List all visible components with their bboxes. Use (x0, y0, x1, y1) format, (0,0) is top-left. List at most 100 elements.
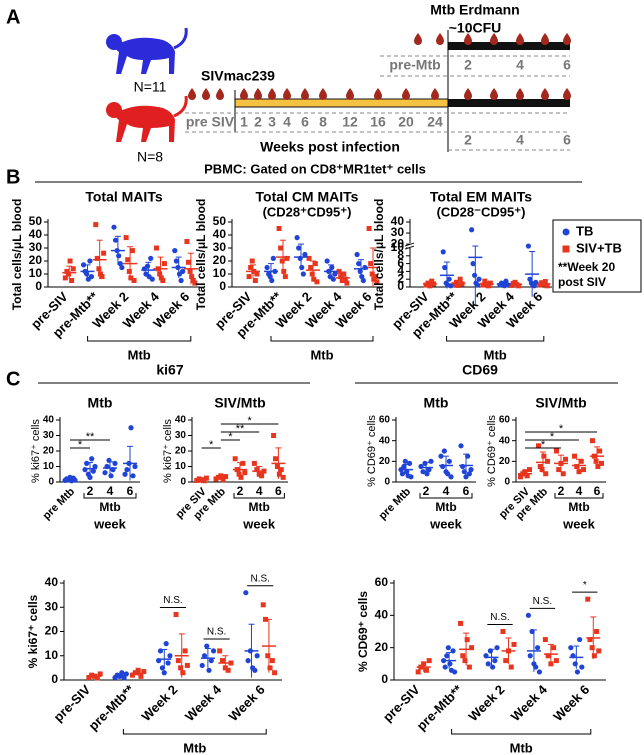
x-tick-label: 6 (594, 484, 601, 498)
x-tick-label: 2 (558, 484, 565, 498)
data-point (161, 261, 167, 267)
y-tick-label: 0 (35, 279, 42, 293)
drop (414, 33, 422, 45)
data-point (122, 471, 128, 477)
data-point (508, 664, 514, 670)
data-point (124, 467, 130, 473)
data-point (440, 463, 446, 470)
data-point (189, 274, 195, 280)
drop (541, 88, 549, 100)
data-point (527, 276, 533, 282)
data-point (121, 675, 127, 681)
data-point (116, 253, 122, 259)
data-point (563, 456, 568, 462)
data-point (408, 474, 414, 480)
y-tick-label: 10 (45, 648, 59, 662)
sig-label: * (228, 431, 233, 443)
data-point (182, 648, 188, 654)
data-point (278, 245, 284, 251)
data-point (464, 637, 470, 643)
bracket (122, 729, 267, 735)
x-tick-label: pre-SIV (51, 682, 94, 725)
y-axis-title: Total cells/μL blood (194, 199, 208, 311)
y-tick-label: 40 (45, 575, 59, 589)
data-point (466, 471, 472, 477)
drop (283, 88, 291, 100)
timepoint: 16 (370, 114, 386, 130)
sig-label: * (583, 580, 587, 591)
data-point (545, 458, 550, 464)
sig-label: N.S. (163, 595, 182, 606)
data-point (302, 251, 308, 258)
y-tick-label: 4 (397, 264, 404, 278)
data-point (72, 477, 78, 483)
data-point (236, 471, 242, 477)
x-tick-label: 4 (107, 484, 114, 498)
data-point (208, 658, 214, 664)
data-point (186, 259, 192, 265)
data-point (274, 464, 280, 469)
timepoint: 2 (464, 132, 472, 148)
data-point (330, 276, 336, 282)
data-point (173, 258, 179, 264)
y-tick-label: 0 (397, 279, 404, 293)
y-axis-title: Total cells/μL blood (372, 199, 386, 311)
data-point (192, 280, 198, 286)
panel-label: C (6, 368, 20, 390)
timepoint: 1 (240, 114, 248, 130)
timepoint: pre-Mtb (389, 57, 440, 73)
legend-note: **Week 20 (558, 260, 615, 274)
timepoint: 2 (254, 114, 262, 130)
data-point (401, 463, 407, 470)
data-point (108, 473, 114, 479)
data-point (263, 616, 269, 622)
data-point (329, 264, 335, 271)
data-point (444, 653, 450, 659)
y-tick-label: 8 (397, 248, 404, 262)
data-point (590, 438, 595, 444)
data-point (141, 669, 147, 675)
data-point (172, 248, 178, 254)
data-point (336, 268, 342, 274)
sig-label: N.S. (207, 627, 226, 638)
data-point (533, 664, 539, 670)
data-point (159, 665, 165, 671)
sig-label: * (541, 439, 546, 451)
timepoint: 4 (283, 114, 291, 130)
y-tick-label: 40 (379, 435, 391, 446)
data-point (579, 664, 585, 670)
y-tick-label: 20 (29, 253, 43, 267)
data-point (442, 264, 448, 271)
data-point (296, 245, 302, 251)
x-tick-label: pre Mtb (377, 486, 414, 523)
data-point (594, 629, 600, 634)
data-point (252, 278, 258, 283)
data-point (280, 474, 286, 480)
data-point (84, 271, 90, 277)
data-point (332, 271, 338, 277)
chart-title: Total EM MAITs (430, 189, 532, 205)
data-point (534, 645, 541, 651)
drop (490, 88, 498, 100)
data-point (260, 602, 266, 608)
data-point (225, 667, 231, 673)
data-point (178, 277, 184, 284)
data-point (217, 648, 223, 654)
data-point (572, 661, 578, 667)
data-point (524, 473, 530, 479)
data-point (178, 665, 184, 671)
bracket-sublabel: week (242, 516, 276, 531)
data-point (267, 665, 273, 671)
data-point (474, 282, 481, 288)
data-point (201, 653, 208, 659)
data-point (527, 653, 533, 659)
data-point (476, 276, 482, 282)
data-point (80, 262, 87, 268)
data-point (259, 473, 265, 479)
y-tick-label: 10 (175, 461, 187, 472)
x-tick-label: 2 (423, 484, 430, 498)
group-n: N=11 (134, 79, 167, 95)
data-point (447, 661, 453, 667)
y-tick-label: 30 (45, 599, 59, 613)
